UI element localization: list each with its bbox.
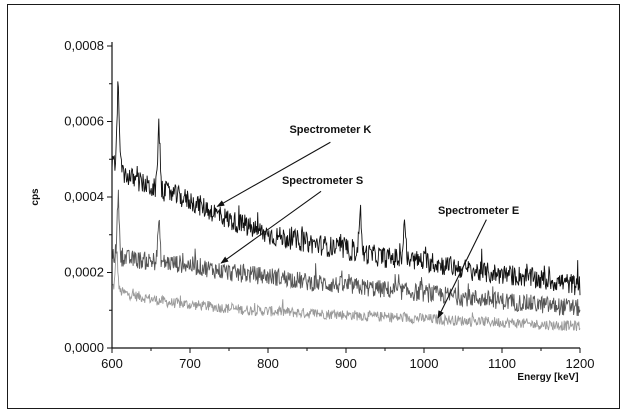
y-tick-label: 0,0008 — [64, 38, 104, 53]
x-tick-label: 700 — [179, 356, 201, 371]
annotation-arrow-spectrometer-k — [216, 141, 331, 207]
x-axis-label: Energy [keV] — [517, 372, 578, 383]
annotation-arrow-spectrometer-e — [437, 219, 487, 319]
series-line-spectrometer-e — [111, 251, 581, 332]
annotations-group: Spectrometer K Spectrometer S Spectrometer… — [216, 124, 519, 319]
x-tick-label: 600 — [101, 356, 123, 371]
y-tick-label: 0,0002 — [64, 265, 104, 280]
annotation-spectrometer-e: Spectrometer E — [438, 205, 519, 217]
annotation-arrow-spectrometer-s — [220, 190, 322, 264]
chart-frame — [7, 4, 620, 409]
x-tick-label: 900 — [335, 356, 357, 371]
annotation-spectrometer-k: Spectrometer K — [289, 124, 371, 136]
y-axis-label: cps — [30, 188, 41, 206]
x-tick-label: 1000 — [410, 356, 439, 371]
series-line-spectrometer-k — [111, 81, 581, 296]
axes-group: 600 700 800 900 1000 1100 1200 0,0000 0,0002 0,00… — [64, 38, 594, 371]
y-tick-label: 0,0000 — [64, 340, 104, 355]
annotation-spectrometer-s: Spectrometer S — [282, 175, 363, 187]
y-tick-label: 0,0006 — [64, 114, 104, 129]
y-tick-label: 0,0004 — [64, 189, 104, 204]
x-tick-label: 1200 — [566, 356, 595, 371]
series-line-spectrometer-s — [111, 189, 581, 317]
x-tick-label: 1100 — [488, 356, 516, 371]
series-group — [111, 81, 581, 332]
x-tick-label: 800 — [257, 356, 279, 371]
